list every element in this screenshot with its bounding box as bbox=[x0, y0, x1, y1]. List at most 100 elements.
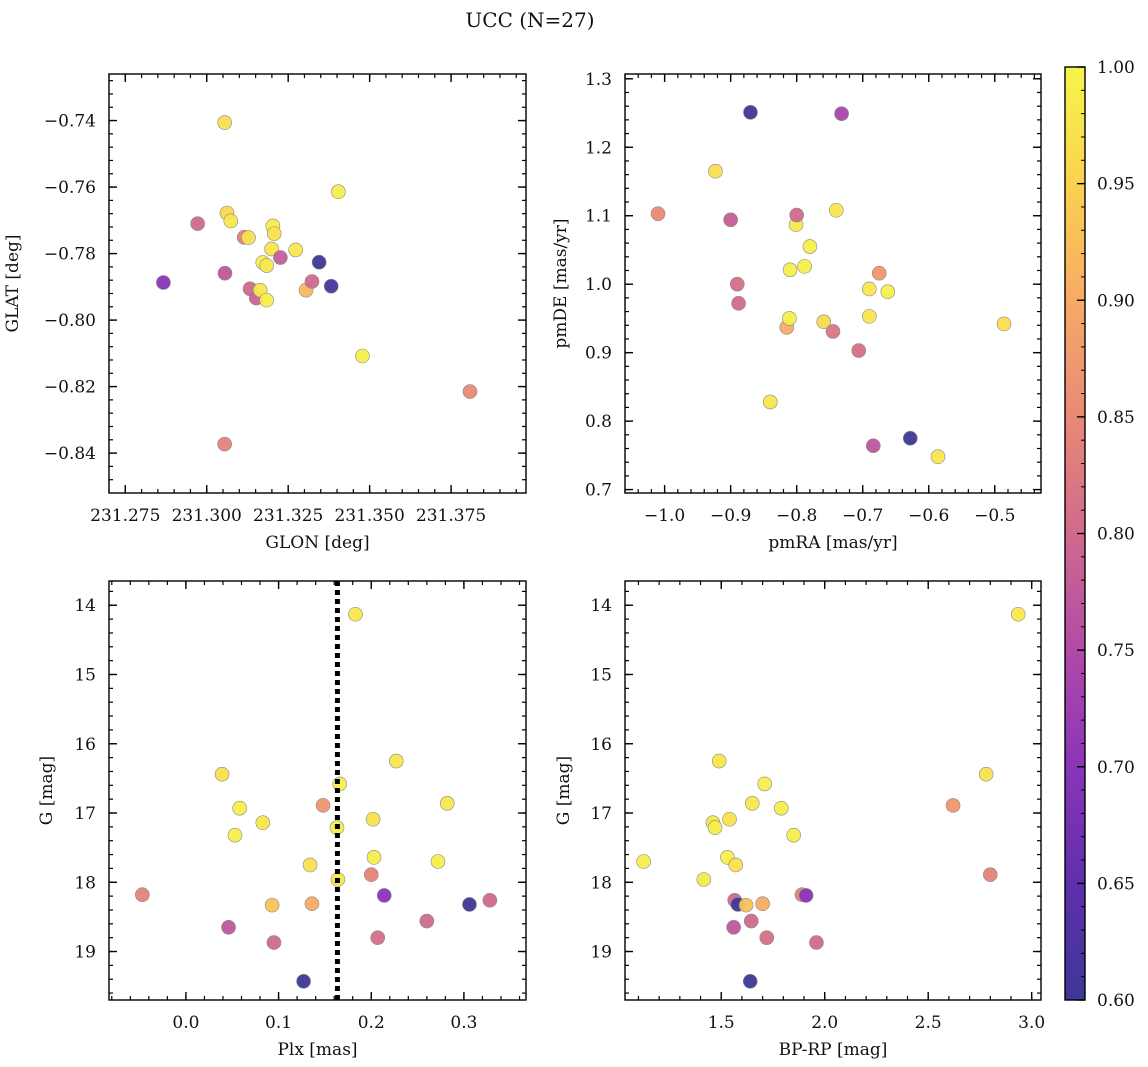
y-tick-label: 0.9 bbox=[585, 344, 612, 364]
data-point bbox=[370, 930, 386, 945]
data-point bbox=[722, 811, 737, 827]
y-tick-label: 1.3 bbox=[585, 70, 612, 90]
data-point bbox=[221, 919, 236, 935]
data-point bbox=[266, 226, 282, 241]
data-point bbox=[439, 796, 455, 811]
data-point bbox=[388, 753, 404, 769]
y-tick-label: 19 bbox=[74, 943, 96, 963]
x-axis-label: GLON [deg] bbox=[265, 533, 369, 553]
data-point bbox=[232, 800, 247, 816]
y-tick-label: 17 bbox=[590, 804, 612, 824]
data-point bbox=[304, 896, 320, 912]
data-point bbox=[264, 897, 280, 913]
data-point bbox=[773, 800, 789, 816]
y-tick-label: 1.0 bbox=[585, 275, 612, 295]
x-axis-label: pmRA [mas/yr] bbox=[768, 533, 897, 553]
data-point bbox=[355, 348, 370, 364]
y-tick-label: 17 bbox=[74, 804, 96, 824]
x-tick-label: 0.3 bbox=[450, 1013, 477, 1033]
x-tick-label: 231.275 bbox=[90, 506, 160, 526]
data-point bbox=[743, 105, 758, 120]
y-tick-label: 15 bbox=[590, 665, 612, 685]
data-point bbox=[376, 888, 392, 903]
scatter-points bbox=[650, 105, 1012, 465]
x-tick-label: 0.1 bbox=[265, 1013, 292, 1033]
data-point bbox=[762, 394, 778, 410]
y-axis-label: pmDE [mas/yr] bbox=[551, 218, 571, 348]
x-tick-label: 231.375 bbox=[416, 506, 486, 526]
data-point bbox=[816, 314, 832, 330]
y-tick-label: −0.82 bbox=[44, 378, 96, 398]
y-tick-label: 16 bbox=[74, 735, 96, 755]
data-point bbox=[273, 250, 288, 265]
y-tick-label: 1.2 bbox=[585, 138, 612, 158]
data-point bbox=[650, 206, 666, 221]
data-point bbox=[214, 766, 230, 782]
colorbar-frame bbox=[1064, 66, 1086, 1001]
y-axis-label: G [mag] bbox=[37, 756, 57, 825]
y-axis-label: G [mag] bbox=[554, 756, 574, 825]
x-tick-label: 1.5 bbox=[708, 1013, 735, 1033]
panel-glon-glat: 231.275 231.300 231.325 231.350 231.375 −0.74… bbox=[3, 73, 527, 553]
data-point bbox=[743, 913, 759, 929]
data-point bbox=[365, 811, 381, 827]
data-point bbox=[259, 292, 274, 308]
y-tick-label: 16 bbox=[590, 735, 612, 755]
x-tick-label: 231.325 bbox=[253, 506, 323, 526]
data-point bbox=[217, 265, 233, 281]
data-point bbox=[726, 919, 741, 935]
x-tick-label: −0.7 bbox=[842, 506, 883, 526]
x-tick-label: 2.5 bbox=[915, 1013, 942, 1033]
data-point bbox=[264, 241, 279, 257]
data-point bbox=[982, 867, 998, 882]
data-point bbox=[241, 230, 256, 245]
y-tick-label: −0.76 bbox=[44, 178, 96, 198]
data-point bbox=[834, 106, 849, 122]
colorbar-tick-label: 0.60 bbox=[1097, 991, 1135, 1011]
data-point bbox=[227, 827, 243, 843]
minor-ticks bbox=[109, 581, 526, 1000]
axes-frame bbox=[624, 73, 1042, 494]
data-point bbox=[797, 259, 812, 274]
colorbar-tick-label: 0.95 bbox=[1097, 175, 1135, 195]
axes-frame bbox=[624, 580, 1042, 1001]
data-point bbox=[255, 815, 271, 831]
data-point bbox=[802, 239, 818, 254]
y-tick-label: 14 bbox=[74, 596, 96, 616]
data-point bbox=[430, 854, 446, 869]
y-tick-label: −0.78 bbox=[44, 245, 96, 265]
data-point bbox=[729, 276, 745, 292]
data-point bbox=[348, 606, 363, 622]
x-tick-label: 0.2 bbox=[358, 1013, 385, 1033]
data-point bbox=[731, 296, 746, 311]
colorbar-tick-label: 0.90 bbox=[1097, 291, 1135, 311]
data-point bbox=[871, 265, 887, 281]
x-tick-label: 231.350 bbox=[334, 506, 404, 526]
data-point bbox=[744, 796, 760, 811]
y-tick-label: 0.8 bbox=[585, 412, 612, 432]
y-tick-label: −0.80 bbox=[44, 311, 96, 331]
data-point bbox=[217, 115, 232, 130]
x-tick-label: −0.8 bbox=[776, 506, 817, 526]
data-point bbox=[862, 309, 877, 324]
data-point bbox=[331, 184, 346, 200]
colorbar-tick-label: 0.65 bbox=[1097, 874, 1135, 894]
data-point bbox=[945, 798, 961, 813]
figure-title: UCC (N=27) bbox=[465, 8, 594, 32]
data-point bbox=[304, 274, 320, 289]
data-point bbox=[419, 913, 435, 929]
data-point bbox=[266, 935, 282, 950]
data-point bbox=[825, 324, 841, 339]
data-point bbox=[708, 163, 723, 179]
data-point bbox=[711, 753, 727, 769]
data-point bbox=[217, 436, 232, 452]
x-axis-label: BP-RP [mag] bbox=[779, 1040, 888, 1060]
y-tick-label: −0.84 bbox=[44, 444, 96, 464]
data-point bbox=[156, 275, 171, 290]
panel-plx-g: 0.0 0.1 0.2 0.3 14 15 16 17 18 19 Plx [mas] G [mag] bbox=[37, 580, 527, 1060]
x-tick-label: 2.0 bbox=[811, 1013, 838, 1033]
y-tick-label: 14 bbox=[590, 596, 612, 616]
y-tick-label: 0.7 bbox=[585, 481, 612, 501]
x-tick-label: −0.5 bbox=[974, 506, 1015, 526]
data-point bbox=[311, 254, 327, 270]
